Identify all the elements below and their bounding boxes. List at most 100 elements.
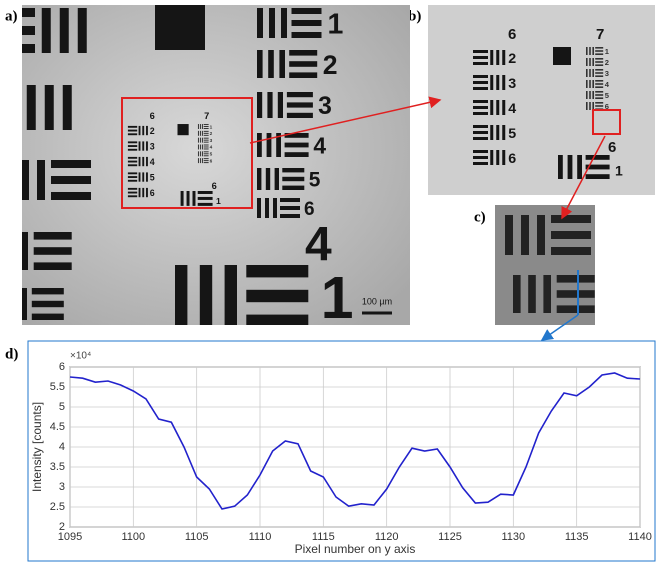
bar (473, 81, 488, 84)
bar (257, 50, 263, 78)
bar (595, 97, 603, 99)
bar (257, 8, 263, 38)
element-number: 4 (210, 145, 213, 150)
bar (204, 148, 209, 149)
group-number: 7 (596, 26, 604, 43)
bar (257, 168, 261, 190)
bar (595, 64, 603, 66)
bar (204, 128, 209, 129)
bar (32, 301, 64, 307)
bar (280, 198, 300, 202)
bar (45, 85, 54, 130)
bar (279, 50, 285, 78)
bar (146, 172, 148, 181)
bar (204, 162, 209, 163)
bar (78, 8, 87, 53)
bar (204, 160, 209, 161)
element-number: 3 (210, 138, 213, 143)
bar (595, 50, 603, 52)
bar (200, 138, 201, 143)
x-axis-label: Pixel number on y axis (295, 542, 416, 556)
bar (275, 168, 279, 190)
bar (490, 50, 493, 65)
bar (595, 102, 603, 104)
bar (198, 151, 199, 156)
bar (473, 50, 488, 53)
bar (204, 131, 209, 132)
bar (496, 150, 499, 165)
bar (200, 151, 201, 156)
bar (473, 150, 488, 153)
bar (595, 75, 603, 77)
bar (490, 100, 493, 115)
big-number: 4 (305, 219, 332, 272)
bar (204, 124, 209, 125)
bar (595, 69, 603, 71)
bar (473, 156, 488, 159)
bar (558, 155, 563, 179)
bar (473, 162, 488, 165)
bar (595, 83, 603, 85)
bar (592, 47, 594, 55)
element-number: 1 (321, 266, 354, 331)
y-tick-label: 6 (59, 361, 65, 373)
bar (586, 80, 588, 88)
element-number: 3 (605, 69, 609, 78)
bar (204, 138, 209, 139)
y-tick-label: 5.5 (50, 381, 65, 393)
element-number: 2 (210, 131, 213, 136)
bar (589, 91, 591, 99)
figure: a) b) c) d) 12345641100 µm67234561234566… (0, 0, 660, 563)
bar (289, 50, 317, 56)
bar (0, 288, 1, 320)
bar (551, 247, 591, 255)
bar (586, 91, 588, 99)
bar (257, 92, 262, 118)
x-tick-label: 1105 (185, 531, 209, 543)
bar (128, 130, 137, 132)
bar (586, 58, 588, 66)
bar (51, 192, 91, 200)
bar (204, 133, 209, 134)
bar (543, 275, 551, 313)
bar (34, 247, 72, 255)
y-axis-label: Intensity [counts] (30, 402, 44, 492)
bar (225, 265, 237, 327)
bar (280, 214, 300, 218)
bar (595, 58, 603, 60)
bar (257, 133, 262, 157)
bar (269, 8, 275, 38)
group-number: 6 (212, 181, 217, 191)
bar (128, 172, 137, 174)
bar (63, 85, 72, 130)
bar (586, 155, 610, 160)
bar (21, 288, 27, 320)
bar (5, 232, 13, 270)
bar (246, 265, 308, 277)
bar (557, 290, 595, 298)
bar (289, 72, 317, 78)
bar (289, 61, 317, 67)
bar (128, 145, 137, 147)
element-number: 1 (210, 124, 213, 129)
bar (268, 50, 274, 78)
bar (34, 262, 72, 270)
bar (595, 91, 603, 93)
bar (202, 158, 203, 163)
bar (139, 126, 141, 135)
bar (496, 125, 499, 140)
element-number: 2 (150, 126, 155, 136)
bar (204, 146, 209, 147)
bar (142, 157, 144, 166)
bar (473, 125, 488, 128)
bar (204, 142, 209, 143)
bar (139, 172, 141, 181)
bar (128, 164, 137, 166)
bar (146, 126, 148, 135)
bar (128, 188, 137, 190)
bar (146, 157, 148, 166)
bar (595, 72, 603, 74)
bar (128, 149, 137, 151)
bar (592, 58, 594, 66)
element-number: 6 (508, 151, 516, 167)
